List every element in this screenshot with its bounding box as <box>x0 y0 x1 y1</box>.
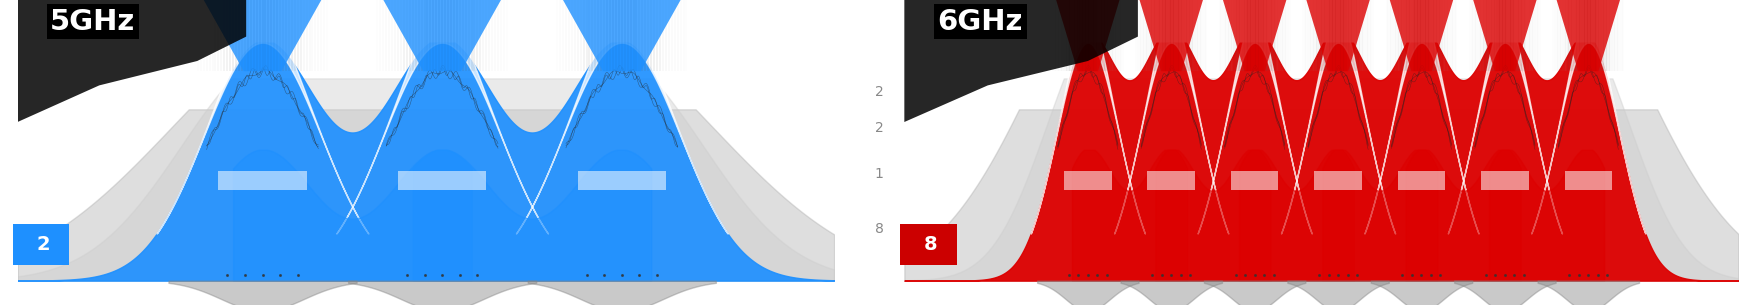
Bar <box>1064 171 1111 190</box>
Bar <box>577 171 665 190</box>
Polygon shape <box>1472 0 1536 71</box>
Bar <box>1146 171 1195 190</box>
Text: 2: 2 <box>874 84 883 99</box>
Bar <box>398 171 486 190</box>
Text: 5GHz: 5GHz <box>51 8 135 36</box>
Text: 6GHz: 6GHz <box>937 8 1023 36</box>
Bar <box>1230 171 1278 190</box>
Text: 2: 2 <box>37 235 51 254</box>
Bar <box>1313 171 1362 190</box>
Text: 6GHz: 6GHz <box>937 8 1023 36</box>
Bar <box>1564 171 1611 190</box>
Polygon shape <box>1221 0 1286 71</box>
Bar <box>1479 171 1529 190</box>
Polygon shape <box>383 0 500 71</box>
Text: 1: 1 <box>874 167 883 181</box>
Polygon shape <box>563 0 681 71</box>
Polygon shape <box>18 0 246 122</box>
Bar <box>14 224 68 265</box>
Text: 5GHz: 5GHz <box>51 8 135 36</box>
Polygon shape <box>204 0 321 71</box>
Polygon shape <box>1306 0 1369 71</box>
Text: 8: 8 <box>874 222 883 236</box>
Polygon shape <box>904 0 1137 122</box>
Text: 2: 2 <box>874 121 883 135</box>
Bar <box>218 171 307 190</box>
Text: 8: 8 <box>923 235 937 254</box>
Polygon shape <box>1055 0 1120 71</box>
Polygon shape <box>1139 0 1202 71</box>
Polygon shape <box>1555 0 1620 71</box>
Bar <box>1397 171 1444 190</box>
Polygon shape <box>1388 0 1453 71</box>
Bar <box>900 224 956 265</box>
